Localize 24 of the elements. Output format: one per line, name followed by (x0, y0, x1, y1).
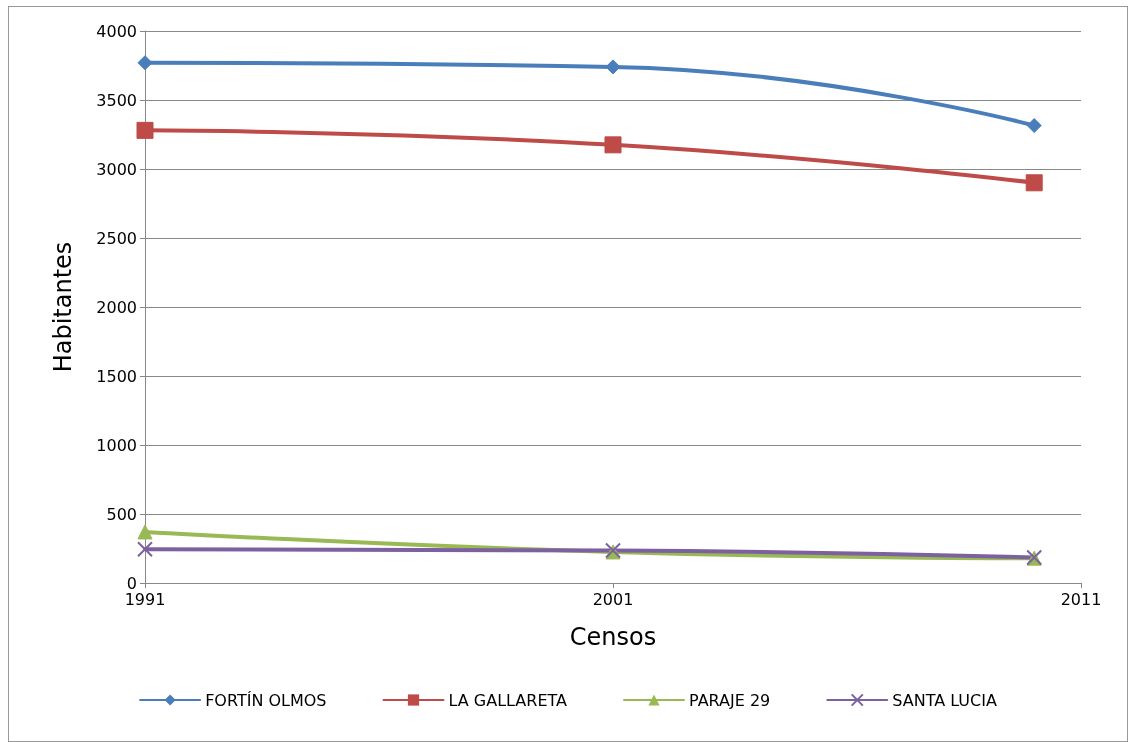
y-tick-label: 4000 (96, 21, 137, 41)
y-tick-label: 500 (106, 504, 137, 524)
point (1025, 174, 1043, 192)
y-tick-label: 1500 (96, 366, 137, 386)
point (137, 524, 153, 540)
point (137, 541, 153, 558)
point (604, 136, 622, 154)
y-tick-label: 2500 (96, 228, 137, 248)
x-axis-title: Censos (569, 623, 657, 651)
x-tick-label: 2011 (1060, 589, 1102, 609)
y-tick-label: 1000 (96, 435, 137, 455)
y-tick-label: 3000 (96, 159, 137, 179)
legend-label: LA GALLARETA (448, 690, 568, 710)
point (1026, 118, 1042, 134)
y-tick-label: 3500 (96, 90, 137, 110)
legend-label: SANTA LUCIA (892, 690, 997, 710)
legend-label: FORTÍN OLMOS (205, 690, 327, 710)
point (136, 121, 154, 139)
point (137, 55, 153, 71)
y-tick-label: 2000 (96, 297, 137, 317)
point (605, 59, 621, 75)
x-tick-label: 2001 (592, 589, 634, 609)
y-axis-title: Habitantes (49, 241, 77, 373)
legend-label: PARAJE 29 (689, 690, 771, 710)
